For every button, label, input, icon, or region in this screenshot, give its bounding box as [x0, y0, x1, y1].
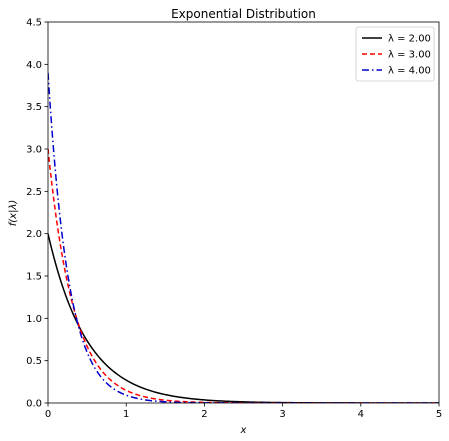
x-tick-label: 3	[279, 409, 285, 420]
y-tick-label: 4.5	[26, 18, 42, 29]
y-tick-label: 1.5	[26, 272, 42, 283]
x-tick-label: 5	[436, 409, 442, 420]
series-line-1	[48, 233, 439, 403]
y-tick-label: 2.5	[26, 187, 42, 198]
legend: λ = 2.00 λ = 3.00 λ = 4.00	[355, 26, 435, 82]
y-tick-label: 4.0	[26, 60, 42, 71]
x-axis-label: x	[240, 425, 247, 436]
legend-label: λ = 4.00	[388, 66, 431, 77]
legend-label: λ = 3.00	[388, 50, 431, 61]
series-line-3	[48, 72, 439, 403]
y-tick-label: 1.0	[26, 314, 42, 325]
axes-frame	[47, 21, 440, 404]
legend-box	[355, 26, 435, 82]
y-tick-label: 3.0	[26, 145, 42, 156]
y-tick-label: 2.0	[26, 229, 42, 240]
x-tick-label: 4	[358, 409, 364, 420]
axis-ticks: 0 1 2 3 4 5 0.0 0.5 1.0 1.5 2.0 2.5 3.0 3.5 4.0 4.5	[26, 18, 442, 421]
x-tick-label: 0	[45, 409, 51, 420]
x-tick-label: 1	[123, 409, 129, 420]
legend-label: λ = 2.00	[388, 34, 431, 45]
y-axis-label: f(x|λ)	[8, 200, 19, 227]
x-tick-label: 2	[201, 409, 207, 420]
y-tick-label: 3.5	[26, 102, 42, 113]
y-tick-label: 0.5	[26, 356, 42, 367]
chart-title: Exponential Distribution	[171, 7, 316, 21]
y-tick-label: 0.0	[26, 399, 42, 410]
plot-area	[48, 72, 439, 403]
